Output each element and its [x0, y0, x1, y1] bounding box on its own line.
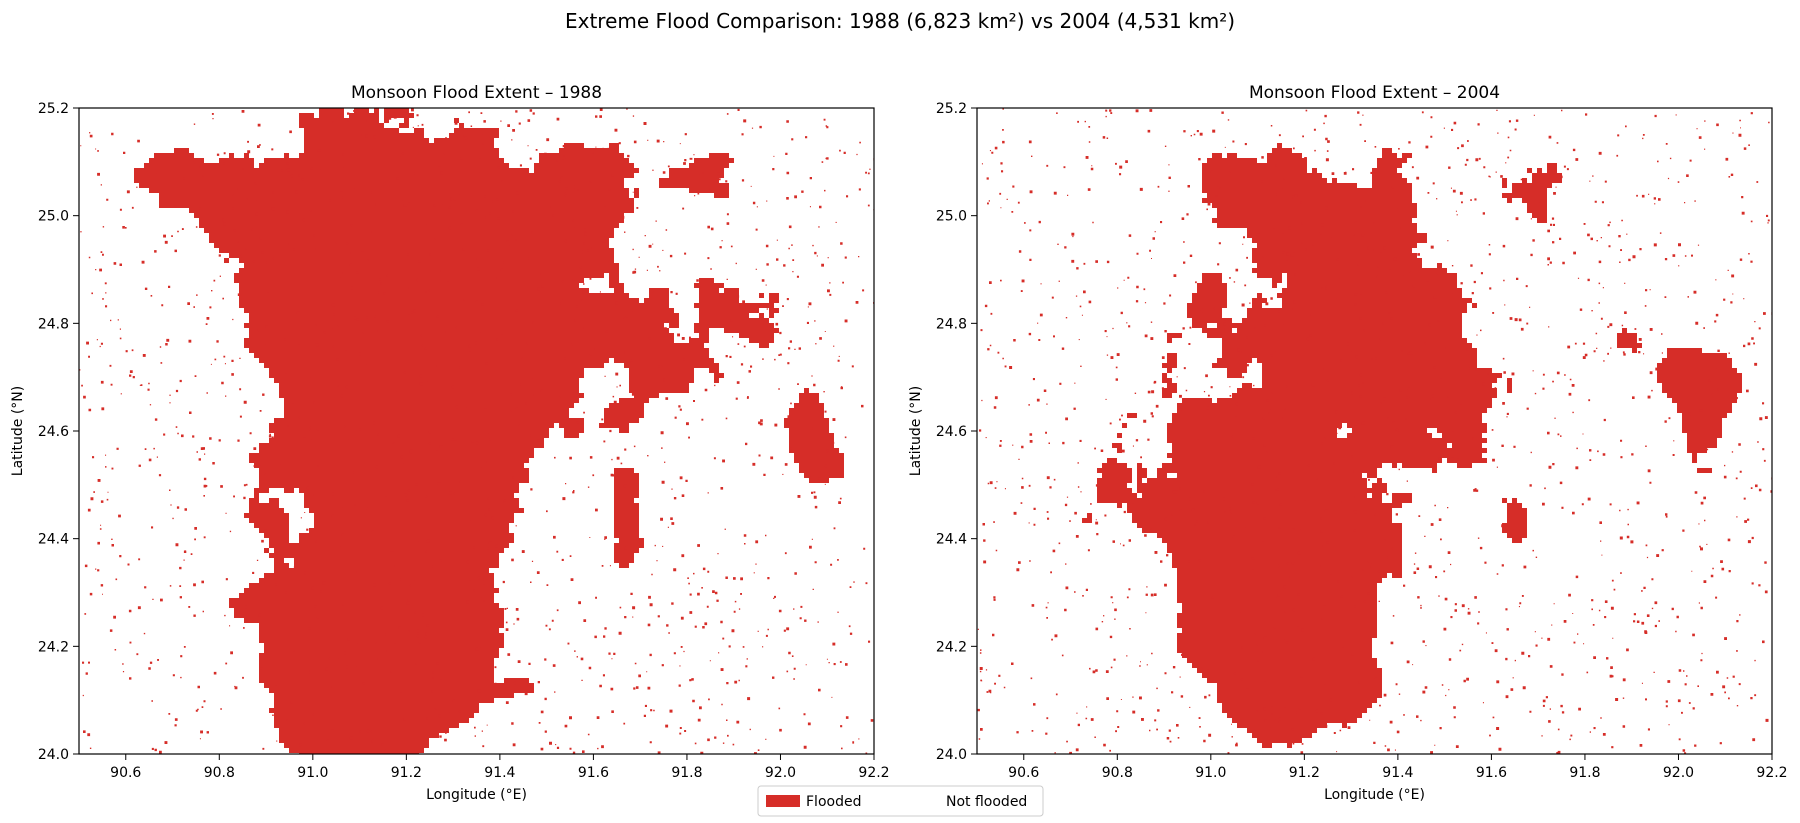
legend-label: Not flooded	[946, 794, 1027, 810]
legend: Flooded Not flooded	[757, 785, 1044, 817]
flood-extent-raster	[79, 108, 874, 754]
y-tick-label: 24.8	[38, 316, 69, 332]
flood-extent-raster	[977, 108, 1772, 754]
x-tick-label: 92.0	[1663, 765, 1694, 781]
y-tick-label: 24.4	[936, 532, 967, 548]
y-tick-label: 24.6	[38, 424, 69, 440]
x-tick-label: 90.8	[204, 765, 235, 781]
x-tick-label: 91.8	[1569, 765, 1600, 781]
legend-label: Flooded	[806, 794, 861, 810]
x-axis-label: Longitude (°E)	[426, 787, 527, 803]
map-panel-2004: Monsoon Flood Extent – 2004 90.6 90.8 91.0 9…	[908, 83, 1788, 803]
y-tick-label: 24.6	[936, 424, 967, 440]
y-tick-label: 25.0	[38, 209, 69, 225]
map-panel-1988: Monsoon Flood Extent – 1988 90.6 90.8 91.0 9…	[10, 83, 890, 803]
x-tick-label: 92.0	[765, 765, 796, 781]
x-tick-label: 90.6	[110, 765, 141, 781]
y-tick-label: 24.8	[936, 316, 967, 332]
y-tick-label: 24.0	[38, 747, 69, 763]
panel-title: Monsoon Flood Extent – 2004	[1249, 83, 1500, 103]
x-tick-label: 91.2	[391, 765, 422, 781]
y-tick-label: 24.4	[38, 532, 69, 548]
x-tick-label: 91.4	[484, 765, 515, 781]
y-axis-label: Latitude (°N)	[908, 386, 924, 476]
figure-title: Extreme Flood Comparison: 1988 (6,823 km…	[565, 9, 1235, 33]
y-tick-label: 25.2	[936, 101, 967, 117]
x-tick-label: 92.2	[858, 765, 889, 781]
y-axis-label: Latitude (°N)	[10, 386, 26, 476]
legend-frame	[757, 785, 1044, 817]
legend-swatch	[908, 795, 942, 807]
legend-swatch	[766, 795, 800, 807]
y-tick-label: 24.0	[936, 747, 967, 763]
x-tick-label: 91.0	[1195, 765, 1226, 781]
x-tick-label: 91.4	[1382, 765, 1413, 781]
y-tick-label: 24.2	[38, 639, 69, 655]
y-tick-label: 24.2	[936, 639, 967, 655]
flooded-area	[1082, 143, 1742, 748]
x-tick-label: 91.6	[578, 765, 609, 781]
x-tick-label: 91.0	[297, 765, 328, 781]
x-tick-label: 91.6	[1476, 765, 1507, 781]
panels: Monsoon Flood Extent – 1988 90.6 90.8 91.0 9…	[10, 83, 1788, 803]
x-tick-label: 92.2	[1756, 765, 1787, 781]
flooded-area	[134, 108, 844, 754]
x-tick-label: 90.8	[1102, 765, 1133, 781]
y-tick-label: 25.2	[38, 101, 69, 117]
x-tick-label: 91.2	[1289, 765, 1320, 781]
y-tick-label: 25.0	[936, 209, 967, 225]
x-tick-label: 90.6	[1008, 765, 1039, 781]
x-axis-label: Longitude (°E)	[1324, 787, 1425, 803]
panel-title: Monsoon Flood Extent – 1988	[351, 83, 602, 103]
x-tick-label: 91.8	[671, 765, 702, 781]
